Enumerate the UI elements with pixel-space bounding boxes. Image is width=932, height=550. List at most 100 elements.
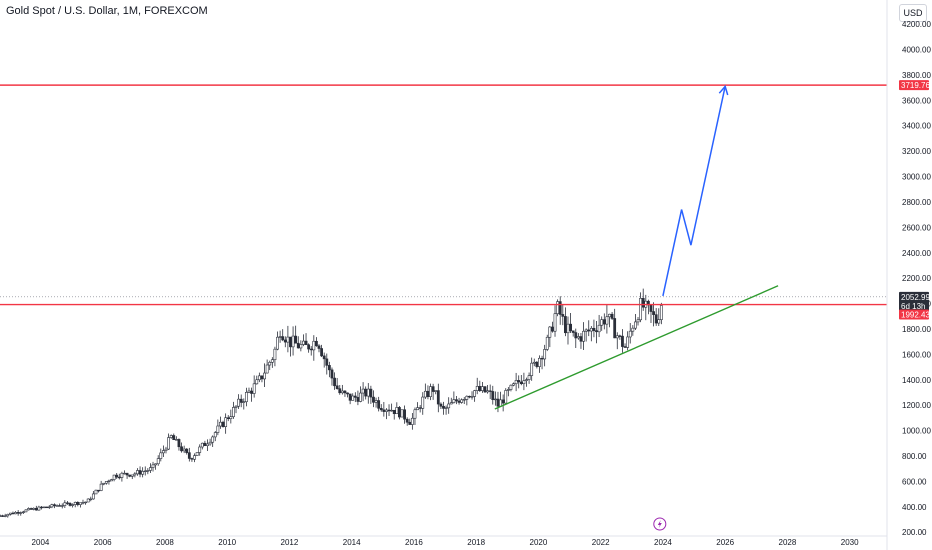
candle-body <box>636 319 640 323</box>
candle-body <box>496 398 500 407</box>
candle-body <box>42 506 46 509</box>
x-tick-label: 2030 <box>841 538 859 547</box>
candle-body <box>509 384 513 390</box>
candle-body <box>351 395 355 401</box>
x-tick-label: 2028 <box>779 538 797 547</box>
candle-body <box>307 344 311 350</box>
candle-body <box>452 399 456 403</box>
y-tick-label: 4000.00 <box>902 46 931 55</box>
candle-body <box>265 364 269 374</box>
candle-body <box>53 504 56 507</box>
candle-body <box>429 386 432 397</box>
candles-layer <box>0 288 663 518</box>
candle-body <box>335 385 339 389</box>
candle-body <box>372 396 375 403</box>
candle-body <box>102 482 106 485</box>
candle-body <box>291 335 295 348</box>
x-tick-label: 2004 <box>32 538 50 547</box>
candle-body <box>478 386 482 391</box>
candle-body <box>566 323 570 334</box>
candle-body <box>97 489 100 492</box>
candle-body <box>558 301 562 315</box>
candle-body <box>392 409 396 415</box>
candle-body <box>325 358 329 366</box>
candle-body <box>226 417 230 420</box>
candle-body <box>237 398 241 407</box>
candle-body <box>79 502 82 505</box>
candle-body <box>436 390 440 405</box>
current-price-label-bg <box>899 291 929 311</box>
x-tick-label: 2022 <box>592 538 610 547</box>
y-tick-label: 400.00 <box>902 503 927 512</box>
candle-body <box>634 321 637 329</box>
candle-body <box>283 339 287 343</box>
y-tick-label: 600.00 <box>902 477 927 486</box>
candle-body <box>27 508 30 511</box>
candle-body <box>239 398 243 403</box>
candle-body <box>286 336 290 343</box>
current-price-label-text: 6d 13h <box>901 302 925 311</box>
candle-body <box>151 464 155 468</box>
candle-body <box>164 448 168 451</box>
currency-unit-button[interactable]: USD <box>899 4 927 22</box>
candle-body <box>439 403 443 407</box>
candle-body <box>141 471 145 475</box>
y-tick-label: 1800.00 <box>902 325 931 334</box>
candle-body <box>618 335 622 337</box>
chart-title: Gold Spot / U.S. Dollar, 1M, FOREXCOM <box>6 5 208 17</box>
x-tick-label: 2026 <box>716 538 734 547</box>
candle-body <box>167 437 170 450</box>
candle-body <box>34 507 38 511</box>
candle-body <box>631 327 635 332</box>
candle-body <box>0 515 2 517</box>
candle-body <box>71 504 75 506</box>
candle-body <box>364 388 368 397</box>
candle-body <box>600 319 604 326</box>
y-tick-label: 2600.00 <box>902 223 931 232</box>
candle-body <box>19 512 23 514</box>
candle-body <box>543 349 547 360</box>
candle-body <box>597 324 601 333</box>
candle-body <box>312 340 316 351</box>
candle-body <box>112 474 116 480</box>
candle-body <box>208 441 212 445</box>
candle-body <box>608 313 611 318</box>
candle-body <box>234 405 238 408</box>
candle-body <box>444 407 448 409</box>
candle-body <box>426 390 430 397</box>
candle-body <box>501 399 505 404</box>
candle-body <box>652 311 655 315</box>
candle-body <box>398 407 401 418</box>
candle-body <box>180 446 183 452</box>
candle-body <box>538 357 541 367</box>
y-tick-label: 1600.00 <box>902 350 931 359</box>
candle-body <box>270 359 274 363</box>
y-tick-label: 1400.00 <box>902 376 931 385</box>
candle-body <box>130 474 134 477</box>
candle-body <box>374 400 378 403</box>
candle-body <box>576 336 580 339</box>
candle-body <box>525 379 528 381</box>
candle-body <box>89 498 93 501</box>
candle-body <box>613 318 617 339</box>
candle-body <box>221 421 225 427</box>
y-tick-label: 1200.00 <box>902 401 931 410</box>
candle-body <box>45 506 49 509</box>
candle-body <box>252 383 256 394</box>
resistance-price-label-bg <box>899 80 929 91</box>
candle-body <box>330 369 334 379</box>
candle-body <box>563 316 567 334</box>
drawings-layer <box>0 84 887 410</box>
candle-body <box>346 392 349 395</box>
candle-body <box>216 425 220 433</box>
candle-body <box>81 502 85 504</box>
y-tick-label: 3200.00 <box>902 147 931 156</box>
candle-body <box>468 395 471 398</box>
candle-body <box>185 448 189 453</box>
candle-body <box>94 489 98 495</box>
candle-body <box>418 407 422 409</box>
candle-body <box>309 348 313 351</box>
candle-body <box>387 409 391 412</box>
